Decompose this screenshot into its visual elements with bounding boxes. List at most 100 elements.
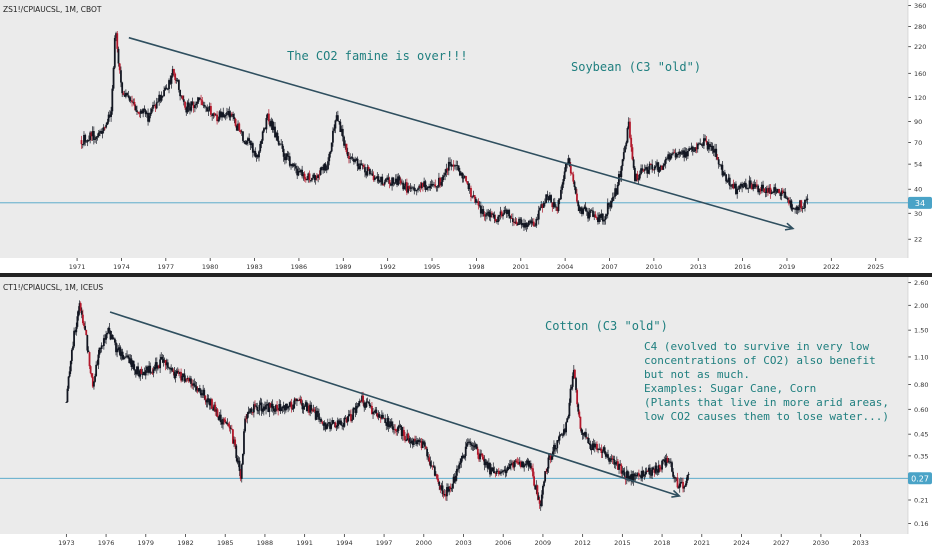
candle-body bbox=[201, 100, 204, 106]
candle-body bbox=[651, 467, 654, 476]
candle-body bbox=[501, 471, 504, 473]
soybean-candles bbox=[80, 30, 809, 232]
candle-body bbox=[601, 451, 604, 453]
cotton-price-axis[interactable] bbox=[908, 277, 932, 550]
candle-body bbox=[684, 151, 687, 158]
candle-body bbox=[93, 381, 95, 387]
candle-body bbox=[695, 147, 698, 150]
candle-body bbox=[411, 440, 414, 445]
candle-body bbox=[130, 358, 133, 367]
candle-body bbox=[381, 176, 384, 185]
candle-body bbox=[579, 207, 582, 212]
candle-body bbox=[323, 163, 326, 171]
candle-body bbox=[339, 420, 341, 425]
candle-body bbox=[585, 432, 587, 438]
candle-body bbox=[524, 223, 527, 228]
candle-body bbox=[686, 475, 689, 481]
candle-body bbox=[462, 455, 465, 458]
candle-body bbox=[768, 187, 771, 193]
y-tick-label: 70 bbox=[914, 139, 922, 147]
candle-body bbox=[280, 143, 283, 145]
candle-body bbox=[574, 187, 577, 194]
candle-body bbox=[355, 406, 358, 413]
candle-body bbox=[610, 201, 613, 208]
candle-body bbox=[89, 366, 92, 374]
soybean-price-axis[interactable] bbox=[908, 0, 932, 273]
cotton-symbol-label[interactable]: CT1!/CPIAUCSL, 1M, ICEUS bbox=[3, 283, 103, 292]
candle-body bbox=[517, 462, 520, 465]
candle-body bbox=[227, 424, 230, 427]
candle-body bbox=[305, 402, 308, 412]
candle-body bbox=[341, 425, 344, 427]
x-tick-label: 2013 bbox=[690, 263, 707, 271]
candle-body bbox=[658, 167, 661, 172]
candle-body bbox=[785, 197, 788, 199]
candle-body bbox=[653, 166, 656, 171]
candle-body bbox=[380, 176, 382, 182]
candle-body bbox=[235, 445, 238, 459]
candle-body bbox=[743, 182, 746, 187]
candle-body bbox=[469, 441, 472, 444]
soybean-symbol-label[interactable]: ZS1!/CPIAUCSL, 1M, CBOT bbox=[3, 5, 102, 14]
candle-body bbox=[223, 418, 226, 420]
candle-body bbox=[401, 429, 404, 436]
candle-body bbox=[458, 170, 461, 176]
candle-body bbox=[610, 458, 613, 460]
candle-body bbox=[212, 113, 215, 116]
c4-note-line-5: (Plants that live in more arid areas, bbox=[644, 396, 889, 409]
candle-body bbox=[634, 475, 637, 477]
candle-body bbox=[516, 223, 519, 225]
candle-body bbox=[202, 389, 205, 394]
candle-body bbox=[254, 151, 257, 157]
candle-body bbox=[717, 159, 720, 165]
candle-body bbox=[505, 470, 508, 474]
soybean-panel[interactable]: 360 280 220 160 120 90 70 54 40 30 22 1971 1974 1977… bbox=[0, 0, 932, 273]
candle-body bbox=[324, 422, 327, 430]
candle-body bbox=[263, 128, 265, 132]
x-tick-label: 1991 bbox=[296, 539, 313, 547]
candle-body bbox=[531, 221, 534, 224]
candle-body bbox=[248, 138, 251, 142]
candle-body bbox=[505, 209, 508, 214]
candle-body bbox=[682, 481, 684, 489]
candle-body bbox=[366, 166, 369, 176]
cotton-trendline[interactable] bbox=[109, 311, 680, 497]
candle-body bbox=[351, 419, 353, 421]
soybean-time-axis[interactable] bbox=[0, 258, 908, 273]
candle-body bbox=[224, 114, 227, 116]
candle-body bbox=[329, 151, 332, 154]
candle-body bbox=[334, 120, 337, 129]
candle-body bbox=[802, 207, 805, 209]
candle-body bbox=[131, 360, 134, 367]
candle-body bbox=[110, 111, 112, 117]
candle-body bbox=[412, 187, 414, 189]
candle-body bbox=[98, 347, 101, 355]
candle-body bbox=[683, 150, 686, 158]
candle-body bbox=[77, 310, 80, 317]
cotton-panel[interactable]: 2.60 2.00 1.50 1.10 0.80 0.60 0.45 0.35 0.27 0.21… bbox=[0, 277, 932, 550]
candle-body bbox=[732, 184, 735, 189]
candle-body bbox=[682, 150, 684, 154]
candle-body bbox=[283, 405, 286, 411]
candle-body bbox=[110, 334, 113, 340]
candle-body bbox=[805, 199, 808, 201]
candle-body bbox=[797, 207, 800, 211]
candle-body bbox=[157, 101, 159, 103]
candle-body bbox=[145, 366, 148, 371]
candle-body bbox=[241, 453, 244, 465]
candle-body bbox=[558, 435, 561, 441]
candle-body bbox=[589, 210, 592, 213]
panel-separator[interactable] bbox=[0, 273, 932, 277]
candle-body bbox=[739, 183, 742, 186]
candle-body bbox=[578, 206, 581, 212]
candle-body bbox=[575, 378, 577, 391]
candle-body bbox=[280, 408, 283, 412]
candle-body bbox=[460, 172, 463, 176]
soybean-trendline[interactable] bbox=[128, 36, 794, 230]
candle-body bbox=[511, 218, 514, 222]
candle-body bbox=[638, 473, 640, 476]
candle-body bbox=[452, 476, 455, 484]
candle-body bbox=[555, 206, 557, 208]
candle-body bbox=[545, 194, 548, 203]
cotton-time-axis[interactable] bbox=[0, 534, 908, 550]
